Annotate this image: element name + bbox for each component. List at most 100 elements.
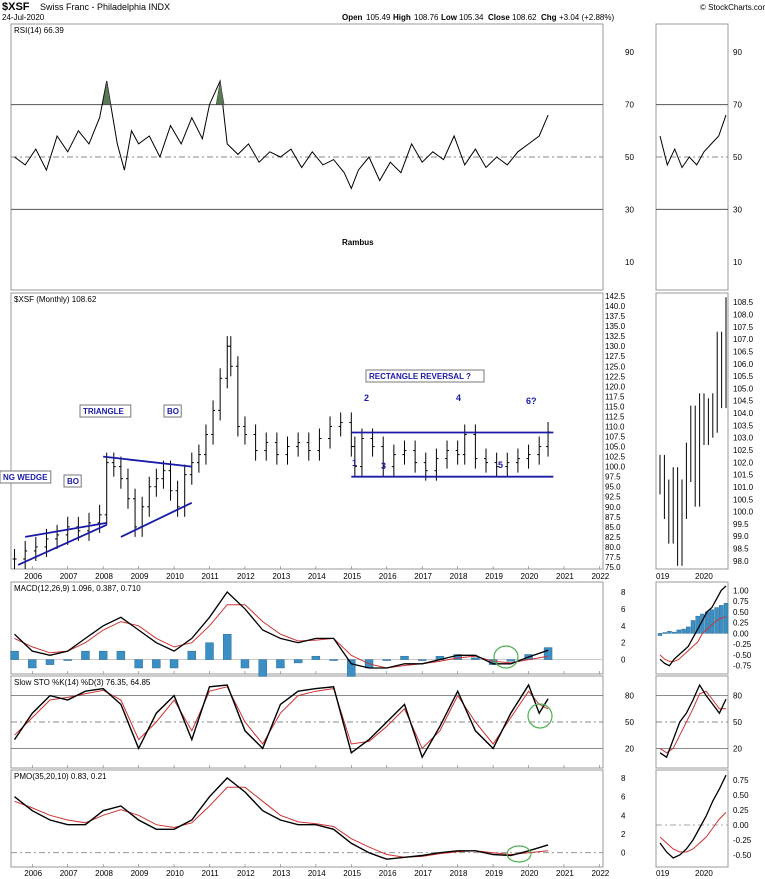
annotation-number: 4 (456, 393, 461, 403)
price-y-tick: 115.0 (605, 402, 625, 411)
annotation-number: 3 (381, 461, 386, 471)
side-x-tick-label: 2020 (695, 869, 713, 878)
macd-y-tick: 8 (621, 588, 626, 597)
price-y-tick: 102.5 (605, 453, 626, 462)
pmo-y-tick: 8 (621, 774, 626, 783)
chg-value: +3.04 (+2.88%) (559, 13, 614, 22)
side-macd-y-tick: 0.50 (733, 608, 749, 617)
annotation-label: TRIANGLE (83, 407, 125, 416)
side-x-tick-label: 2020 (695, 572, 713, 581)
pmo-panel-frame (10, 769, 604, 868)
x-tick-label: 2011 (202, 572, 220, 581)
side-price-y-tick: 104.0 (733, 409, 754, 418)
macd-histogram-bar (63, 659, 72, 661)
annotation-label: RECTANGLE REVERSAL ? (369, 372, 471, 381)
macd-histogram-bar (134, 659, 143, 669)
side-price-y-tick: 105.5 (733, 372, 754, 381)
rsi-y-tick: 70 (625, 101, 634, 110)
side-price-y-tick: 103.5 (733, 421, 754, 430)
macd-legend: MACD(12,26,9) 1.096, 0.387, 0.710 (14, 584, 141, 593)
chg-label: Chg (541, 13, 557, 22)
x-tick-label: 2022 (591, 869, 609, 878)
side-macd-signal-line (659, 616, 727, 662)
x-tick-label: 2020 (521, 572, 539, 581)
price-y-tick: 137.5 (605, 312, 626, 321)
annotation-box (0, 470, 52, 484)
side-macd-bar (681, 628, 686, 634)
trendline (25, 521, 107, 538)
rsi-overbought-fill (102, 80, 112, 105)
author-label: Rambus (342, 238, 374, 247)
side-price-y-tick: 100.0 (733, 508, 754, 517)
side-sto-d-line (659, 690, 726, 754)
annotation-number: 6? (526, 396, 537, 406)
sto-y-tick: 20 (625, 744, 634, 753)
side-price-y-tick: 102.5 (733, 446, 754, 455)
macd-histogram-bar (506, 659, 516, 662)
side-price-y-tick: 99.5 (733, 520, 749, 529)
price-y-tick: 122.5 (605, 372, 626, 381)
sto-y-tick: 50 (625, 718, 634, 727)
sto-panel: 80 50 20 (11, 683, 634, 759)
x-tick-label: 2015 (343, 572, 361, 581)
annotation-box (163, 404, 182, 418)
rsi-y-tick: 50 (625, 153, 634, 162)
macd-histogram-bar (418, 659, 427, 661)
annotation-label: NG WEDGE (3, 473, 48, 482)
annotation-number: 1 (352, 458, 357, 468)
sto-d-line (14, 686, 549, 750)
side-macd-y-tick: -0.75 (733, 662, 752, 671)
side-panels: 90 70 50 30 10 108.5 108.0 107.5 107.0 106.5 106.0… (656, 48, 754, 878)
macd-histogram-bar (169, 659, 179, 669)
side-pmo-y-tick: 0.25 (733, 806, 749, 815)
price-y-tick: 82.5 (605, 533, 621, 542)
side-sto-y-tick: 20 (733, 744, 742, 753)
side-price-y-tick: 99.0 (733, 532, 749, 541)
low-value: 105.34 (459, 13, 484, 22)
side-price-y-tick: 106.0 (733, 360, 754, 369)
price-y-tick: 135.0 (605, 322, 626, 331)
side-sto-y-tick: 50 (733, 718, 742, 727)
sto-k-line (13, 683, 549, 759)
macd-histogram-bar (45, 659, 55, 665)
side-macd-y-tick: 0.25 (733, 619, 749, 628)
annotation-box (63, 474, 82, 488)
side-price-y-tick: 104.5 (733, 397, 754, 406)
price-y-tick: 97.5 (605, 473, 621, 482)
rsi-line (14, 79, 549, 190)
macd-line (14, 591, 549, 669)
macd-signal-line (14, 604, 549, 669)
side-macd-bar (662, 632, 667, 634)
x-tick-label: 2014 (308, 869, 326, 878)
trendline (120, 501, 193, 538)
side-price-y-tick: 108.5 (733, 298, 754, 307)
macd-y-tick: 2 (621, 639, 626, 648)
side-price-y-tick: 101.5 (733, 471, 754, 480)
side-macd-line (659, 585, 727, 667)
macd-y-tick: 4 (621, 622, 626, 631)
macd-histogram-bar (382, 659, 391, 661)
side-macd-bar (667, 631, 672, 634)
side-macd-y-tick: 1.00 (733, 586, 749, 595)
side-rsi-y-tick: 10 (733, 258, 742, 267)
macd-circle-highlight (493, 645, 519, 669)
macd-histogram-bar (28, 659, 37, 669)
price-y-tick: 132.5 (605, 332, 626, 341)
side-macd-bar (676, 629, 682, 634)
x-tick-label: 2008 (95, 869, 113, 878)
side-pmo-y-tick: 0.50 (733, 791, 749, 800)
price-y-tick: 105.0 (605, 443, 626, 452)
annotation-label: BO (167, 407, 179, 416)
sto-legend: Slow STO %K(14) %D(3) 76.35, 64.85 (14, 678, 151, 687)
price-y-tick: 100.0 (605, 463, 626, 472)
trendline (103, 455, 192, 468)
side-rsi-y-tick: 30 (733, 205, 742, 214)
side-pmo-signal-line (659, 812, 727, 853)
pmo-y-tick: 4 (621, 811, 626, 820)
x-tick-label: 2006 (24, 572, 42, 581)
side-macd-bar (657, 633, 663, 636)
rsi-y-tick: 10 (625, 258, 634, 267)
rsi-y-tick: 90 (625, 48, 634, 57)
side-price-y-tick: 102.0 (733, 458, 754, 467)
